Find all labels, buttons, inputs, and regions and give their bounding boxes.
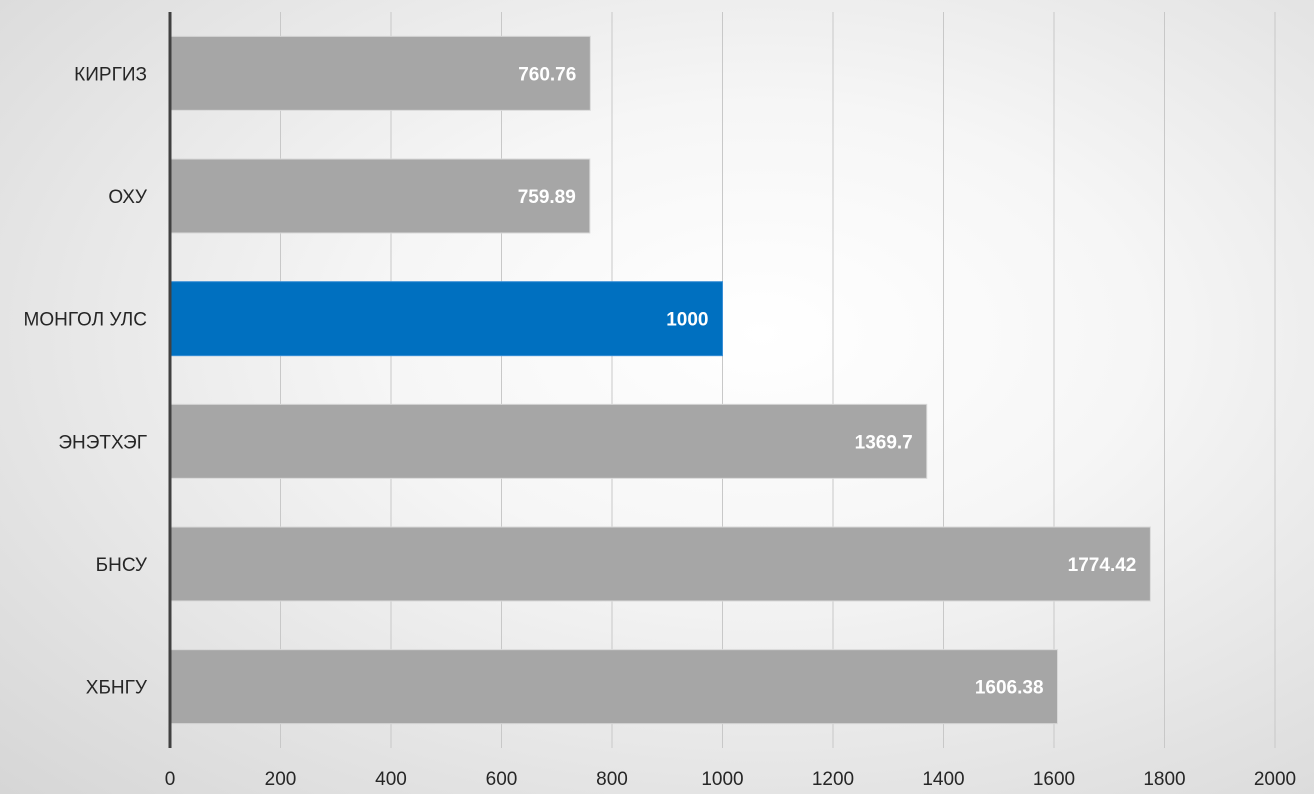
x-tick-label: 1400 <box>922 769 964 790</box>
category-label: ОХУ <box>108 187 148 208</box>
x-tick-label: 800 <box>596 769 628 790</box>
x-tick-label: 200 <box>265 769 297 790</box>
bars: 760.76 759.89 1000 1369.7 1774.42 1606.38 <box>169 35 1151 725</box>
data-label: 1606.38 <box>975 678 1044 699</box>
bar <box>169 526 1151 602</box>
x-tick-label: 600 <box>486 769 518 790</box>
category-label: БНСУ <box>96 555 148 576</box>
data-label: 1369.7 <box>855 432 913 453</box>
x-tick-label: 1600 <box>1033 769 1075 790</box>
data-label: 1000 <box>666 310 708 331</box>
x-tick-label: 2000 <box>1254 769 1296 790</box>
grid-lines <box>280 12 1276 748</box>
data-label: 760.76 <box>518 64 576 85</box>
category-label: КИРГИЗ <box>74 64 147 85</box>
x-tick-label: 1800 <box>1143 769 1185 790</box>
category-label: ХБНГУ <box>86 678 148 699</box>
x-tick-label: 1000 <box>701 769 743 790</box>
data-label: 1774.42 <box>1068 555 1137 576</box>
data-label: 759.89 <box>518 187 576 208</box>
bar <box>169 35 591 111</box>
category-labels: КИРГИЗ ОХУ МОНГОЛ УЛС ЭНЭТХЭГ БНСУ ХБНГУ <box>24 64 148 698</box>
bar <box>169 649 1059 725</box>
x-tick-label: 1200 <box>812 769 854 790</box>
category-label: МОНГОЛ УЛС <box>24 310 148 331</box>
x-tick-labels: 0 200 400 600 800 1000 1200 1400 1600 1800 2000 <box>165 769 1296 790</box>
bar <box>169 403 928 479</box>
x-tick-label: 400 <box>375 769 407 790</box>
x-tick-label: 0 <box>165 769 176 790</box>
bar <box>169 281 723 357</box>
category-label: ЭНЭТХЭГ <box>58 432 147 453</box>
